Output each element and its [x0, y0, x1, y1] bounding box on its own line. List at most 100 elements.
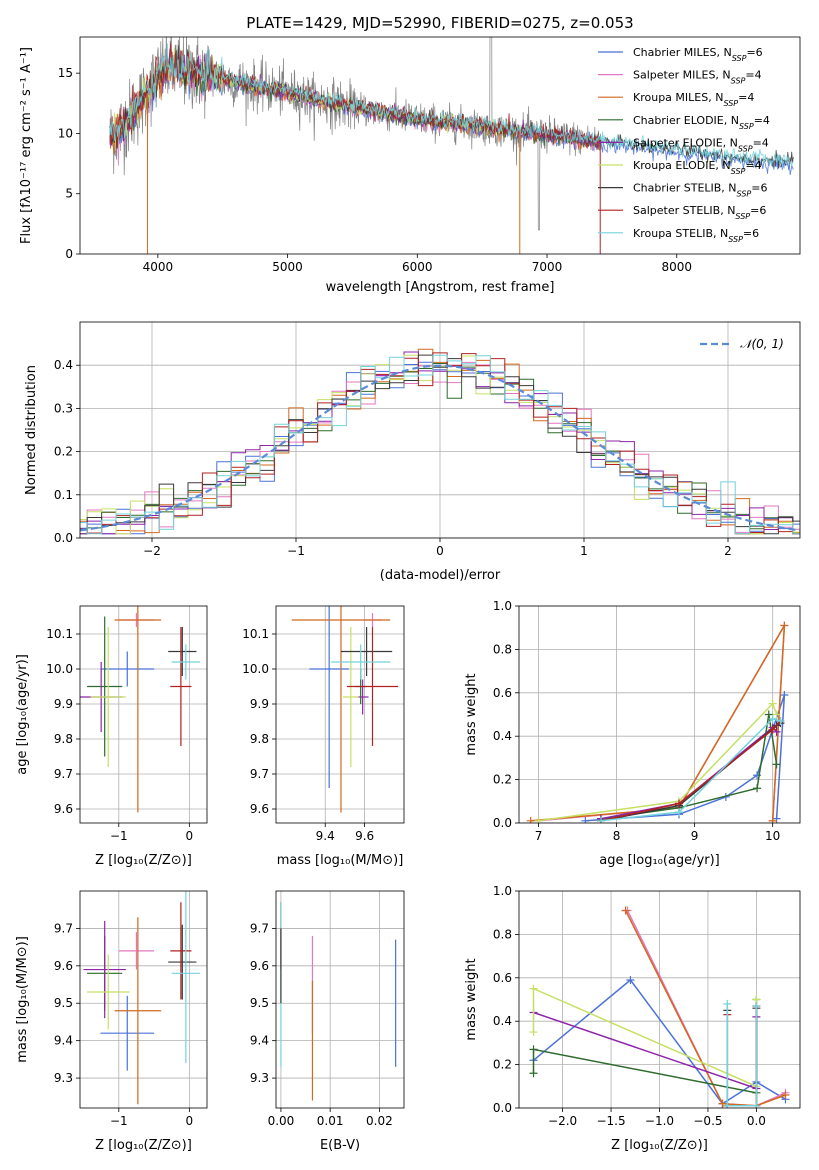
gaussian-curve — [80, 364, 800, 532]
x-tick-label: 0.02 — [366, 1114, 393, 1128]
x-tick-label: 0.00 — [268, 1114, 295, 1128]
y-tick-label: 9.3 — [250, 1071, 269, 1085]
y-tick-label: 0.0 — [493, 816, 512, 830]
plot-area-age_vs_mass — [276, 606, 404, 823]
x-axis-label: mass [log₁₀(M/M⊙)] — [277, 853, 404, 868]
x-tick-label: 4000 — [143, 260, 174, 274]
mass-weight-marker-kroupa_stelib — [723, 1101, 732, 1108]
residual-hist-kroupa_stelib — [80, 354, 800, 535]
y-axis-label: age [log₁₀(age/yr)] — [15, 654, 30, 775]
legend-entry-kroupa_stelib: Kroupa STELIB, NSSP=6 — [633, 227, 759, 244]
x-tick-label: 10 — [765, 829, 780, 843]
mass-weight-line-kroupa_miles — [624, 910, 786, 1107]
mass-weight-marker-kroupa_miles — [526, 816, 535, 823]
x-tick-label: 9.4 — [316, 829, 335, 843]
y-tick-label: 9.8 — [54, 732, 73, 746]
axes-frame — [518, 605, 801, 824]
y-tick-label: 0.0 — [493, 1101, 512, 1115]
axes-age_vs_Z: −1 0 9.6 9.7 9.8 9.9 10.0 10.1 Z [log₁₀(Z/Z⊙)] ag… — [15, 605, 208, 868]
plot-area-spectrum — [109, 37, 794, 254]
mass-weight-marker-chabrier_miles — [772, 814, 781, 823]
mass-weight-marker-chabrier_elodie — [529, 1069, 538, 1078]
mass-weight-marker-kroupa_stelib — [723, 999, 732, 1008]
x-tick-label: −1.5 — [596, 1114, 625, 1128]
mass-weight-marker-chabrier_miles — [626, 975, 635, 984]
axes-age_vs_mass: 9.4 9.6 9.6 9.7 9.8 9.9 10.0 10.1 mass [log₁₀(M/… — [242, 605, 405, 868]
x-tick-label: 9 — [691, 829, 699, 843]
axes-mass_weight_vs_Z: −2.0 −1.5 −1.0 −0.5 0.0 0.0 0.2 0.4 0.6 0.8 1.0 Z [… — [464, 884, 801, 1153]
mass-weight-marker-chabrier_elodie — [753, 784, 762, 793]
mass-weight-marker-kroupa_elodie — [534, 816, 543, 823]
y-tick-label: 9.6 — [250, 802, 269, 816]
mass-weight-marker-kroupa_stelib — [752, 1101, 761, 1108]
mass-weight-marker-chabrier_elodie — [529, 1045, 538, 1054]
axes-frame — [79, 890, 208, 1109]
mass-weight-marker-kroupa_stelib — [768, 714, 777, 723]
y-tick-label: 9.3 — [54, 1071, 73, 1085]
axes-residuals: −2 −1 0 1 2 0.0 0.1 0.2 0.3 0.4 (data-model)/error… — [24, 321, 801, 583]
y-axis-label: Normed distribution — [24, 365, 39, 495]
y-tick-label: 10 — [58, 126, 73, 140]
residual-hist-salpeter_stelib — [80, 352, 800, 535]
y-tick-label: 0.4 — [493, 1014, 512, 1028]
x-tick-label: −1 — [110, 1114, 128, 1128]
y-tick-label: 9.6 — [54, 959, 73, 973]
y-tick-label: 0.2 — [493, 1058, 512, 1072]
residual-hist-chabrier_miles — [80, 361, 800, 535]
y-tick-label: 0.1 — [54, 488, 73, 502]
x-axis-label: wavelength [Angstrom, rest frame] — [326, 280, 555, 295]
y-tick-label: 10.1 — [46, 627, 73, 641]
x-tick-label: 1 — [580, 544, 588, 558]
y-tick-label: 0.0 — [54, 531, 73, 545]
mass-weight-line-kroupa_stelib — [600, 717, 781, 822]
y-tick-label: 9.9 — [54, 697, 73, 711]
y-tick-label: 9.7 — [54, 921, 73, 935]
x-tick-label: −2.0 — [548, 1114, 577, 1128]
legend-entry-salpeter_stelib: Salpeter STELIB, NSSP=6 — [633, 204, 766, 221]
axes-frame — [79, 605, 208, 824]
axes-frame — [518, 890, 801, 1109]
x-tick-label: 5000 — [272, 260, 303, 274]
y-tick-label: 0.8 — [493, 927, 512, 941]
y-tick-label: 0.2 — [493, 773, 512, 787]
x-tick-label: 0.01 — [317, 1114, 344, 1128]
mass-weight-marker-kroupa_miles — [780, 621, 789, 630]
x-tick-label: 0.0 — [747, 1114, 766, 1128]
y-tick-label: 9.7 — [250, 767, 269, 781]
mass-weight-marker-kroupa_miles — [621, 906, 630, 915]
plot-area-mass_vs_ebv — [276, 891, 404, 1108]
y-tick-label: 0.3 — [54, 401, 73, 415]
x-tick-label: 7000 — [532, 260, 563, 274]
axes-frame — [275, 605, 405, 824]
y-tick-label: 1.0 — [493, 884, 512, 898]
mass-weight-line-salpeter_miles — [538, 625, 786, 822]
plot-area-mass_vs_Z — [80, 891, 207, 1108]
axes-frame — [275, 890, 405, 1109]
mass-weight-marker-kroupa_stelib — [675, 808, 684, 817]
y-tick-label: 0.2 — [54, 445, 73, 459]
residual-hist-kroupa_miles — [80, 348, 800, 535]
mass-weight-marker-kroupa_miles — [718, 1099, 727, 1108]
mass-weight-line-kroupa_stelib — [726, 1003, 758, 1107]
y-tick-label: 10.0 — [46, 662, 73, 676]
y-tick-label: 0.8 — [493, 642, 512, 656]
x-tick-label: −1 — [287, 544, 305, 558]
y-axis-label: mass weight — [464, 673, 479, 755]
mass-weight-marker-kroupa_elodie — [529, 1028, 538, 1037]
mass-weight-marker-kroupa_stelib — [596, 816, 605, 823]
x-tick-label: −0.5 — [693, 1114, 722, 1128]
axes-frame — [79, 36, 801, 255]
y-tick-label: 9.9 — [250, 697, 269, 711]
mass-weight-marker-kroupa_elodie — [768, 699, 777, 708]
mass-weight-marker-chabrier_miles — [780, 690, 789, 699]
axes-mass_vs_Z: −1 0 9.3 9.4 9.5 9.6 9.7 Z [log₁₀(Z/Z⊙)] mass [l… — [15, 890, 208, 1153]
x-axis-label: Z [log₁₀(Z/Z⊙)] — [95, 1138, 192, 1153]
axes-spectrum: 4000 5000 6000 7000 8000 0 5 10 15 wavelength [An… — [19, 36, 801, 295]
y-tick-label: 10.0 — [242, 662, 269, 676]
x-axis-label: (data-model)/error — [380, 568, 501, 583]
x-tick-label: 8000 — [661, 260, 692, 274]
x-axis-label: E(B-V) — [320, 1138, 360, 1153]
mass-weight-line-chabrier_elodie — [532, 999, 758, 1094]
mass-weight-line-salpeter_stelib — [600, 720, 782, 822]
